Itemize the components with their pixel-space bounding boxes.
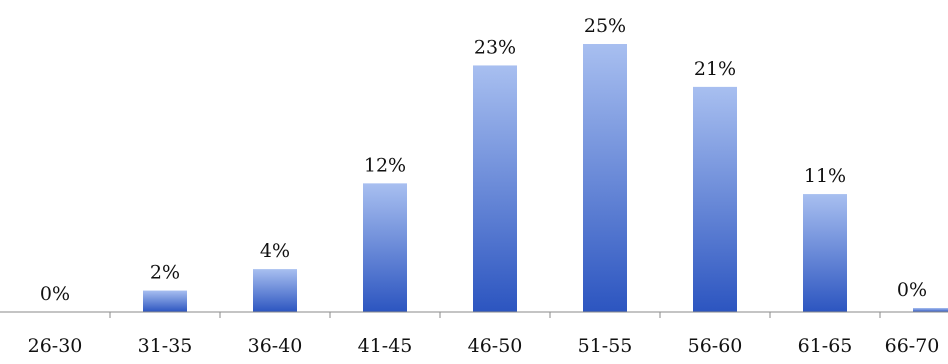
x-tick-label: 66-70 (885, 335, 940, 357)
x-tick-label: 61-65 (798, 335, 853, 357)
value-label: 12% (364, 154, 406, 176)
bar-31-35 (143, 290, 187, 312)
value-label: 11% (804, 165, 846, 187)
value-label: 2% (150, 262, 180, 284)
x-tick-label: 46-50 (468, 335, 523, 357)
bar-66-70 (913, 308, 948, 312)
bar-41-45 (363, 183, 407, 312)
value-label: 0% (897, 279, 927, 301)
x-tick-label: 26-30 (28, 335, 83, 357)
value-label: 23% (474, 36, 516, 58)
x-tick-label: 31-35 (138, 335, 193, 357)
bar-36-40 (253, 269, 297, 312)
bar-46-50 (473, 65, 517, 312)
bars-layer (143, 44, 948, 312)
x-tick-label: 41-45 (358, 335, 413, 357)
value-labels: 0% 2% 4% 12% 23% 25% 21% 11% 0% (40, 15, 927, 305)
value-label: 25% (584, 15, 626, 37)
x-tick-label: 56-60 (688, 335, 743, 357)
bar-61-65 (803, 194, 847, 312)
value-label: 0% (40, 283, 70, 305)
x-axis: 26-30 31-35 36-40 41-45 46-50 51-55 56-60 61-65… (0, 311, 948, 357)
value-label: 21% (694, 58, 736, 80)
bar-56-60 (693, 86, 737, 312)
x-tick-label: 36-40 (248, 335, 303, 357)
value-label: 4% (260, 240, 290, 262)
bar-51-55 (583, 44, 627, 312)
x-tick-label: 51-55 (578, 335, 633, 357)
